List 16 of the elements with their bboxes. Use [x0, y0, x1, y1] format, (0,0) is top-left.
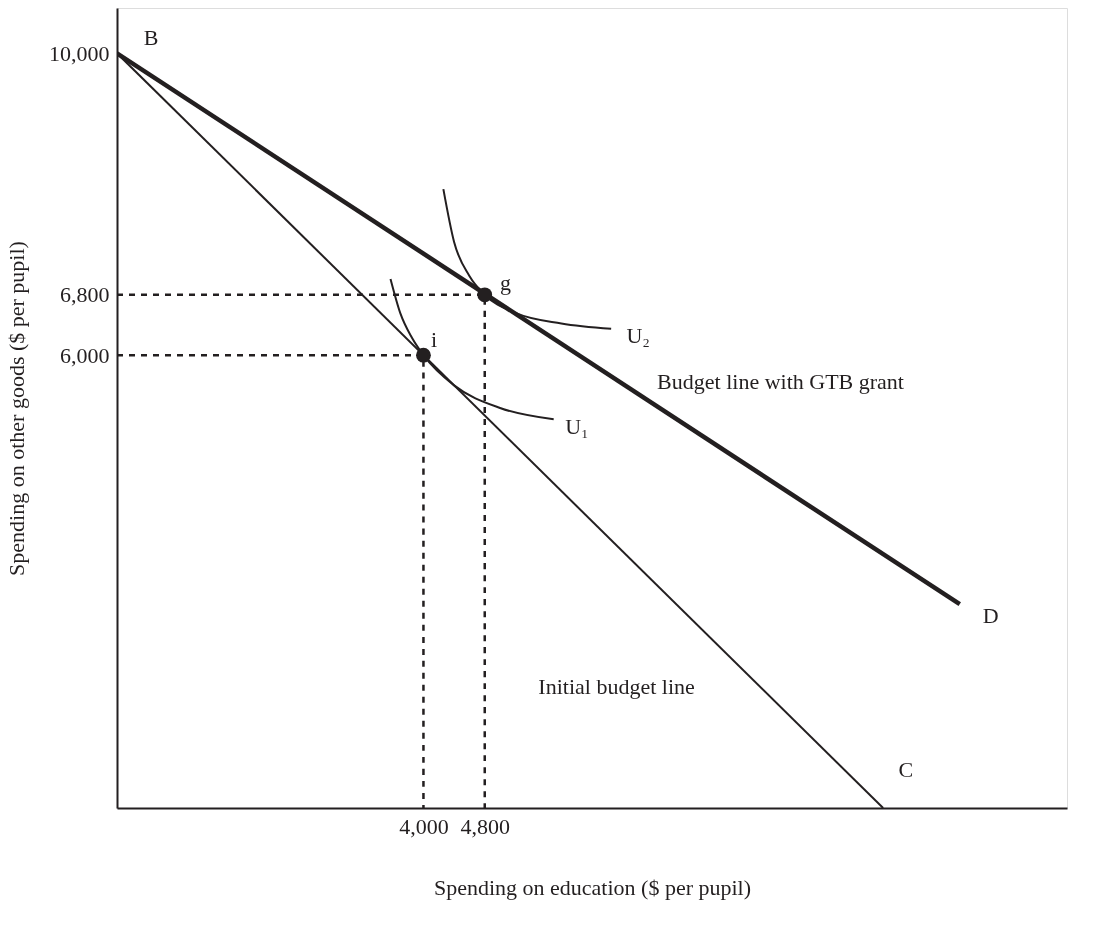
annotation: C: [898, 757, 914, 783]
annotation: U₁: [565, 413, 589, 439]
annotation: D: [982, 602, 999, 628]
annotation: B: [143, 25, 159, 51]
annotation: Initial budget line: [538, 674, 695, 700]
annotation: g: [500, 270, 512, 296]
y-tick-label: 10,000: [49, 40, 110, 66]
y-axis-title: Spending on other goods ($ per pupil): [4, 241, 29, 576]
annotation: i: [431, 327, 438, 353]
x-tick-label: 4,000: [399, 813, 449, 839]
y-tick-label: 6,000: [60, 342, 110, 368]
annotation: U₂: [626, 323, 651, 349]
annotation: Budget line with GTB grant: [657, 368, 904, 394]
x-axis-title: Spending on education ($ per pupil): [433, 874, 752, 900]
x-tick-label: 4,800: [460, 813, 510, 839]
y-tick-label: 6,800: [60, 282, 110, 308]
